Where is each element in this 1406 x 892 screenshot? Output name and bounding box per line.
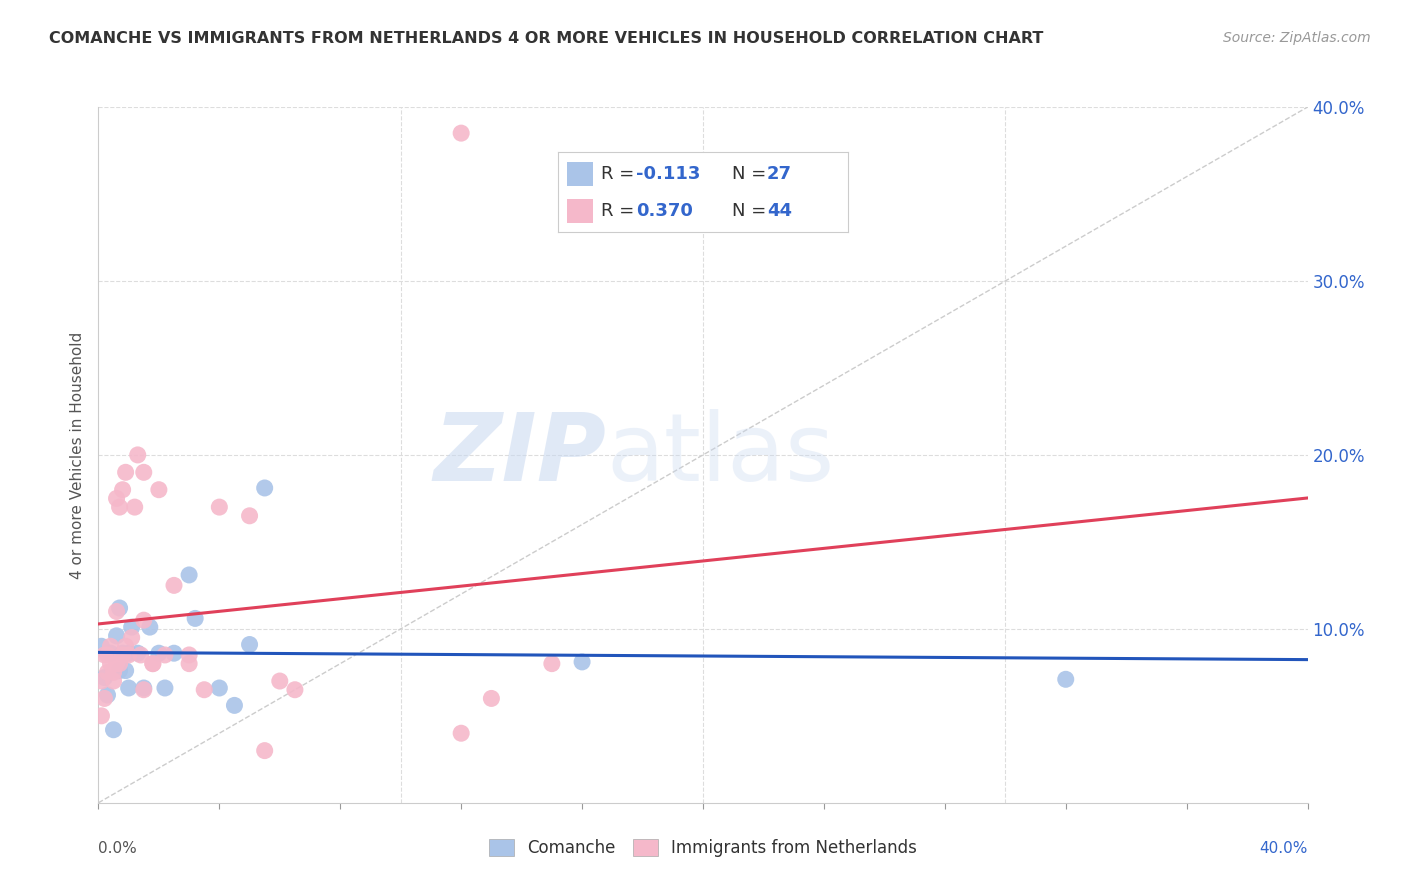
Text: 27: 27 (766, 165, 792, 183)
Point (163, 646, 186, 660)
Point (93, 671, 115, 685)
Point (224, 698, 246, 713)
Point (108, 657, 131, 671)
Point (253, 481, 276, 495)
Point (153, 648, 176, 662)
Point (148, 483, 170, 497)
Point (93, 691, 115, 706)
Point (132, 681, 155, 695)
Point (239, 638, 262, 652)
Point (111, 646, 134, 660)
Point (100, 657, 122, 671)
Point (142, 657, 165, 671)
Point (179, 568, 201, 582)
Point (142, 657, 165, 671)
Point (90, 708, 112, 723)
Text: -0.113: -0.113 (637, 165, 700, 183)
Point (253, 744, 276, 758)
Text: COMANCHE VS IMMIGRANTS FROM NETHERLANDS 4 OR MORE VEHICLES IN HOUSEHOLD CORRELAT: COMANCHE VS IMMIGRANTS FROM NETHERLANDS … (49, 31, 1043, 46)
Point (105, 657, 128, 671)
Point (1054, 673, 1077, 687)
Point (96, 665, 118, 680)
Point (105, 629, 128, 643)
Point (108, 664, 131, 678)
Point (450, 126, 472, 140)
Point (481, 691, 503, 706)
Point (90, 674, 112, 689)
Point (105, 605, 128, 619)
Point (208, 500, 231, 514)
Point (96, 688, 118, 702)
Point (132, 613, 155, 627)
Point (90, 639, 112, 653)
Text: Source: ZipAtlas.com: Source: ZipAtlas.com (1223, 31, 1371, 45)
Text: 40.0%: 40.0% (1260, 841, 1308, 856)
Point (184, 611, 207, 625)
Text: 0.0%: 0.0% (98, 841, 138, 856)
Point (105, 491, 128, 506)
Point (139, 620, 162, 634)
Point (108, 500, 131, 514)
Point (193, 682, 215, 697)
Point (103, 674, 125, 689)
Point (179, 648, 201, 662)
Point (100, 639, 122, 653)
Point (111, 648, 134, 662)
Point (124, 500, 146, 514)
Point (269, 674, 291, 689)
Point (571, 655, 593, 669)
Point (450, 726, 472, 740)
Point (111, 483, 134, 497)
Point (540, 657, 562, 671)
Point (148, 646, 170, 660)
Point (108, 601, 131, 615)
Text: N =: N = (733, 202, 772, 219)
Point (118, 646, 141, 660)
Point (153, 681, 176, 695)
Point (114, 664, 136, 678)
Text: R =: R = (602, 202, 640, 219)
Legend: Comanche, Immigrants from Netherlands: Comanche, Immigrants from Netherlands (482, 832, 924, 864)
Point (284, 682, 307, 697)
Point (103, 723, 125, 737)
Point (132, 466, 155, 480)
Point (121, 631, 143, 645)
Point (163, 578, 186, 592)
Point (132, 682, 155, 697)
Point (127, 646, 149, 660)
Point (118, 681, 141, 695)
Text: 0.370: 0.370 (637, 202, 693, 219)
Text: atlas: atlas (606, 409, 835, 501)
Text: 44: 44 (766, 202, 792, 219)
Point (127, 448, 149, 462)
Y-axis label: 4 or more Vehicles in Household: 4 or more Vehicles in Household (69, 331, 84, 579)
Point (103, 665, 125, 680)
Point (96, 648, 118, 662)
Point (208, 681, 231, 695)
FancyBboxPatch shape (567, 161, 593, 186)
Point (118, 648, 141, 662)
Point (129, 648, 152, 662)
FancyBboxPatch shape (567, 199, 593, 223)
Point (93, 648, 115, 662)
Text: ZIP: ZIP (433, 409, 606, 501)
Text: N =: N = (733, 165, 772, 183)
Point (114, 639, 136, 653)
Text: R =: R = (602, 165, 640, 183)
Point (121, 620, 143, 634)
Point (114, 466, 136, 480)
Point (100, 646, 122, 660)
Point (239, 508, 262, 523)
Point (179, 657, 201, 671)
